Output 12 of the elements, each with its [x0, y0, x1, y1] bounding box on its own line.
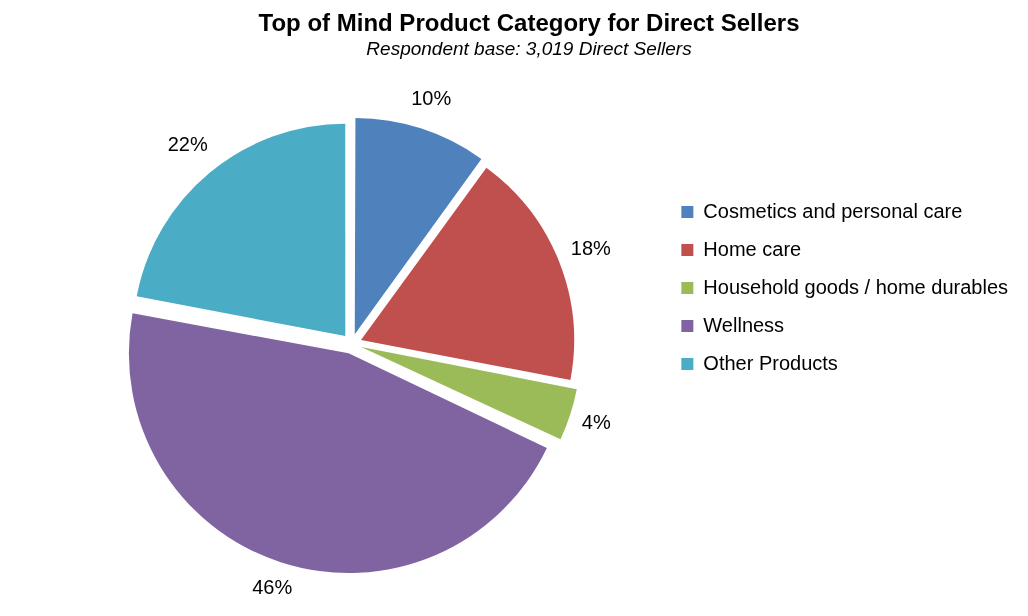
data-label: 4% [581, 410, 611, 433]
legend-label: Wellness [703, 313, 785, 336]
data-label: 46% [252, 575, 293, 598]
legend-label: Cosmetics and personal care [703, 199, 963, 222]
data-label: 22% [167, 133, 208, 156]
legend-label: Home care [703, 237, 802, 260]
legend-label: Other Products [703, 351, 838, 374]
chart-title: Top of Mind Product Category for Direct Sellers [258, 9, 800, 37]
data-label: 10% [411, 86, 452, 109]
legend-label: Household goods / home durables [703, 275, 1009, 298]
chart-subtitle: Respondent base: 3,019 Direct Sellers [366, 38, 693, 60]
data-label: 18% [570, 236, 612, 259]
